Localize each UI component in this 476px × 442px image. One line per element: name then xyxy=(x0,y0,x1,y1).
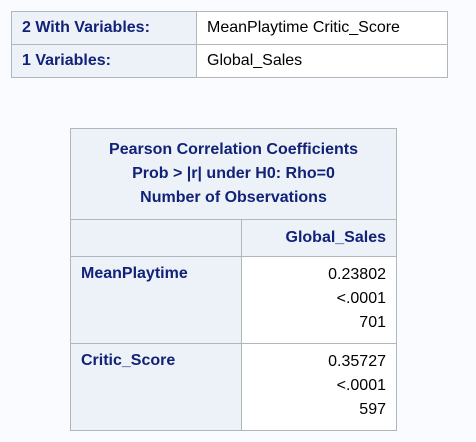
corner-cell xyxy=(70,219,242,257)
p-value: <.0001 xyxy=(336,290,386,307)
table-caption: Pearson Correlation Coefficients Prob > … xyxy=(70,128,397,220)
caption-line-2: Prob > |r| under H0: Rho=0 xyxy=(132,165,335,182)
coefficient-value: 0.35727 xyxy=(328,353,386,370)
variables-table: 2 With Variables: MeanPlaytime Critic_Sc… xyxy=(11,11,448,78)
variables-value: Global_Sales xyxy=(196,44,448,78)
table-row: Critic_Score 0.35727 <.0001 597 xyxy=(70,343,397,431)
correlation-table: Pearson Correlation Coefficients Prob > … xyxy=(70,128,397,431)
cell-critic-score-global-sales: 0.35727 <.0001 597 xyxy=(241,343,397,431)
with-variables-value: MeanPlaytime Critic_Score xyxy=(196,11,448,45)
with-variables-row: 2 With Variables: MeanPlaytime Critic_Sc… xyxy=(11,11,448,45)
row-header-meanplaytime: MeanPlaytime xyxy=(70,256,242,344)
observations-count: 701 xyxy=(359,314,386,331)
caption-row: Pearson Correlation Coefficients Prob > … xyxy=(70,128,397,220)
caption-line-1: Pearson Correlation Coefficients xyxy=(109,141,358,158)
row-header-critic-score: Critic_Score xyxy=(70,343,242,431)
with-variables-label: 2 With Variables: xyxy=(11,11,197,45)
cell-meanplaytime-global-sales: 0.23802 <.0001 701 xyxy=(241,256,397,344)
coefficient-value: 0.23802 xyxy=(328,266,386,283)
caption-line-3: Number of Observations xyxy=(140,189,327,206)
variables-row: 1 Variables: Global_Sales xyxy=(11,44,448,78)
variables-label: 1 Variables: xyxy=(11,44,197,78)
column-header-row: Global_Sales xyxy=(70,219,397,257)
column-header-global-sales: Global_Sales xyxy=(241,219,397,257)
observations-count: 597 xyxy=(359,401,386,418)
table-row: MeanPlaytime 0.23802 <.0001 701 xyxy=(70,256,397,344)
p-value: <.0001 xyxy=(336,377,386,394)
